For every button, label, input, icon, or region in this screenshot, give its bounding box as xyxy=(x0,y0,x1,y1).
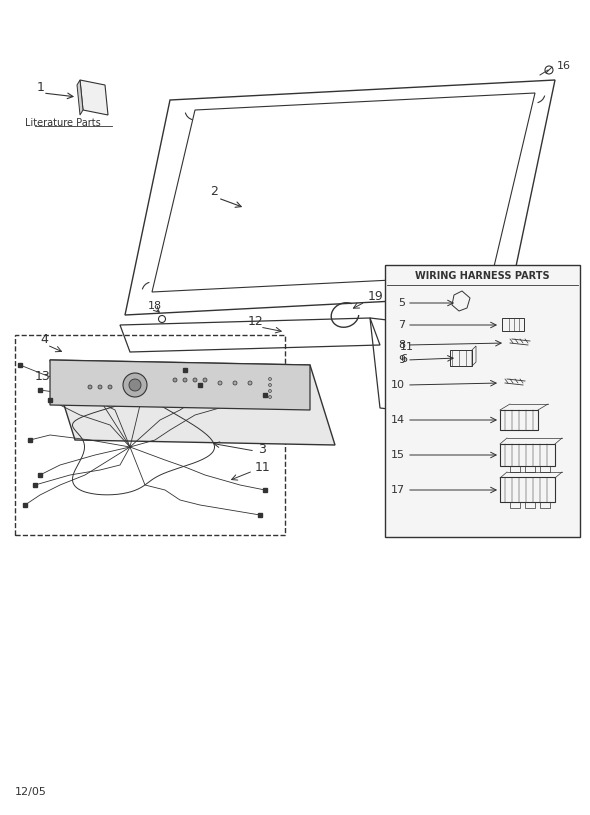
Text: 8: 8 xyxy=(398,340,405,350)
Text: 15: 15 xyxy=(391,450,405,460)
Polygon shape xyxy=(80,80,108,115)
Text: Literature Parts: Literature Parts xyxy=(25,118,101,128)
Circle shape xyxy=(98,385,102,389)
Circle shape xyxy=(268,377,271,381)
Circle shape xyxy=(268,384,271,386)
Polygon shape xyxy=(50,360,310,410)
Text: 13: 13 xyxy=(35,370,51,383)
Text: 18: 18 xyxy=(148,301,162,311)
Text: 11: 11 xyxy=(255,461,271,474)
Circle shape xyxy=(248,381,252,385)
Circle shape xyxy=(123,373,147,397)
Polygon shape xyxy=(77,80,83,115)
FancyBboxPatch shape xyxy=(385,265,580,537)
Circle shape xyxy=(193,378,197,382)
Text: 9: 9 xyxy=(398,355,405,365)
Circle shape xyxy=(233,381,237,385)
Text: 1: 1 xyxy=(37,81,45,94)
Circle shape xyxy=(203,378,207,382)
Circle shape xyxy=(268,390,271,393)
Text: 3: 3 xyxy=(258,443,266,456)
Circle shape xyxy=(173,378,177,382)
Text: 12/05: 12/05 xyxy=(15,787,47,797)
Text: 14: 14 xyxy=(391,415,405,425)
Circle shape xyxy=(129,379,141,391)
Text: 5: 5 xyxy=(398,298,405,308)
Text: 19: 19 xyxy=(368,290,384,303)
Text: 2: 2 xyxy=(210,185,218,198)
Polygon shape xyxy=(50,360,335,445)
Circle shape xyxy=(218,381,222,385)
Circle shape xyxy=(268,395,271,399)
Text: 12: 12 xyxy=(248,315,264,328)
Text: 17: 17 xyxy=(391,485,405,495)
Text: 16: 16 xyxy=(557,61,571,71)
Circle shape xyxy=(88,385,92,389)
Text: 10: 10 xyxy=(391,380,405,390)
Text: 6: 6 xyxy=(400,354,407,364)
Circle shape xyxy=(108,385,112,389)
Text: WIRING HARNESS PARTS: WIRING HARNESS PARTS xyxy=(415,271,550,281)
Text: 4: 4 xyxy=(40,333,48,346)
Circle shape xyxy=(183,378,187,382)
Text: 7: 7 xyxy=(398,320,405,330)
Text: 11: 11 xyxy=(400,342,414,352)
